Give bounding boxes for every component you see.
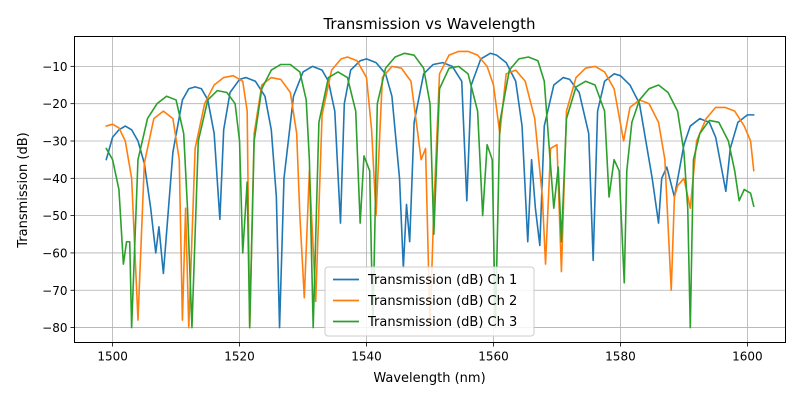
series-line-ch3 — [105, 52, 755, 329]
y-tick-label: −60 — [42, 246, 67, 260]
series-line-ch2 — [105, 50, 755, 329]
y-tick-label: −40 — [42, 172, 67, 186]
y-axis-label: Transmission (dB) — [16, 132, 31, 248]
series-line-ch1 — [105, 52, 755, 329]
y-tick-label: −10 — [42, 60, 67, 74]
legend-label-ch3: Transmission (dB) Ch 3 — [367, 315, 517, 330]
x-tick-label: 1540 — [351, 350, 382, 364]
chart-title: Transmission vs Wavelength — [322, 15, 535, 33]
y-tick-label: −70 — [42, 284, 67, 298]
y-tick-label: −80 — [42, 321, 67, 335]
x-tick-label: 1580 — [605, 350, 636, 364]
x-tick-label: 1560 — [478, 350, 509, 364]
axis-ticks: 1500 1520 1540 1560 1580 1600 −80 −70 −60 −50 −40 −… — [42, 60, 763, 364]
y-tick-label: −50 — [42, 209, 67, 223]
y-tick-label: −20 — [42, 97, 67, 111]
x-axis-label: Wavelength (nm) — [373, 371, 485, 386]
plot-frame — [74, 36, 786, 343]
x-tick-label: 1600 — [732, 350, 763, 364]
x-tick-label: 1500 — [97, 350, 128, 364]
legend-label-ch2: Transmission (dB) Ch 2 — [367, 294, 517, 309]
y-tick-label: −30 — [42, 134, 67, 148]
plot-series — [105, 50, 755, 329]
legend: Transmission (dB) Ch 1 Transmission (dB)… — [324, 266, 535, 337]
legend-box — [324, 266, 535, 337]
legend-label-ch1: Transmission (dB) Ch 1 — [367, 273, 517, 288]
x-tick-label: 1520 — [224, 350, 255, 364]
